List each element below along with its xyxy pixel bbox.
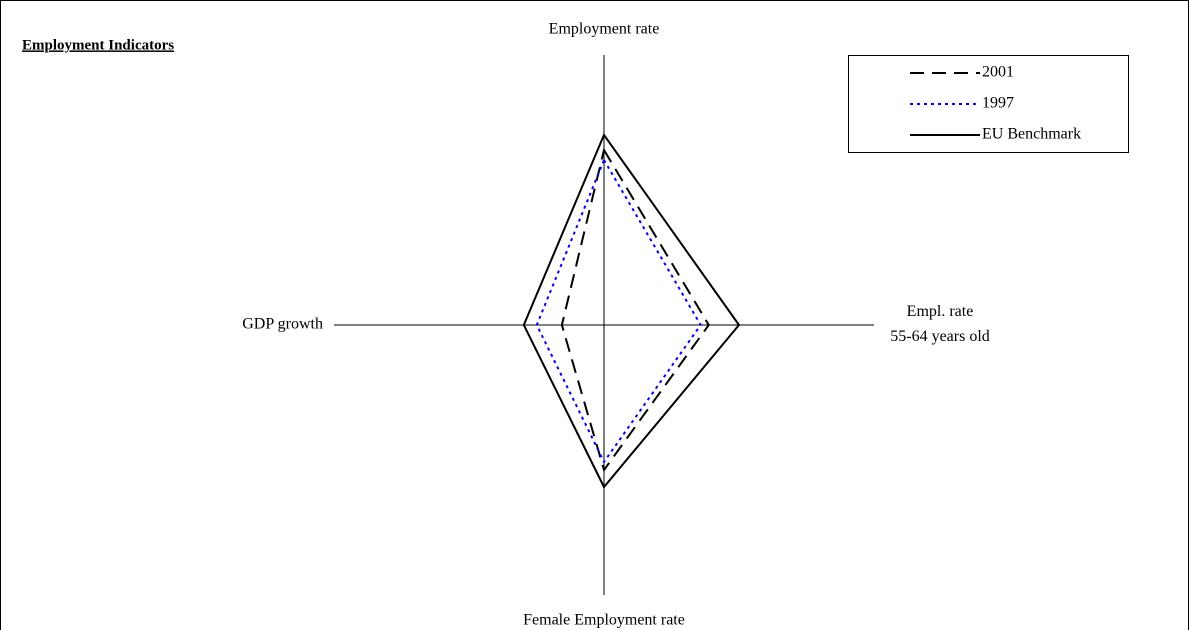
series-line <box>522 132 741 489</box>
legend-label: 2001 <box>982 64 1014 81</box>
series-line <box>560 147 710 473</box>
axis-label: GDP growth <box>242 316 323 333</box>
chart-title: Employment Indicators <box>22 37 174 53</box>
axis-label: Female Employment rate <box>523 612 685 629</box>
legend-label: EU Benchmark <box>982 126 1081 143</box>
series-line <box>535 157 702 464</box>
legend-label: 1997 <box>982 95 1014 112</box>
axis-label: Employment rate <box>549 21 660 38</box>
legend-box <box>848 55 1129 153</box>
axis-label: Empl. rate 55-64 years old <box>890 303 990 345</box>
